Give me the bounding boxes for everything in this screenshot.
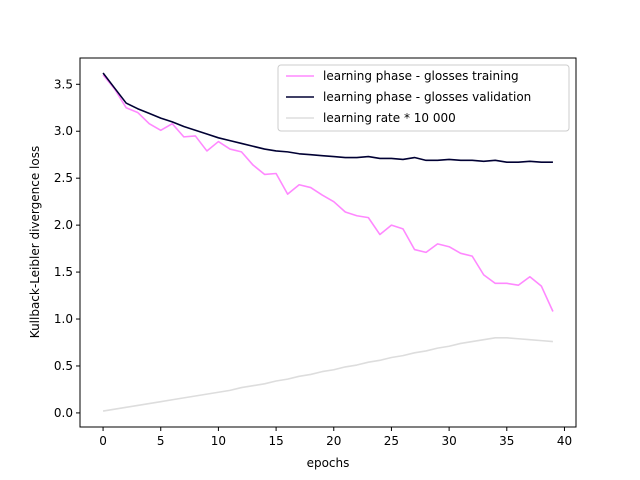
y-tick-label: 0.5 (54, 359, 73, 373)
x-tick-label: 20 (326, 434, 341, 448)
x-tick-label: 10 (211, 434, 226, 448)
series-line-2 (102, 72, 553, 164)
x-tick-label: 15 (268, 434, 283, 448)
series-line-3 (102, 336, 553, 412)
x-tick-label: 40 (557, 434, 572, 448)
legend-label-2: learning phase - glosses validation (323, 90, 531, 104)
y-tick-label: 0.0 (54, 406, 73, 420)
x-tick-label: 25 (384, 434, 399, 448)
legend-box (277, 64, 570, 132)
x-tick-label: 0 (99, 434, 107, 448)
y-axis-ticks: 0.0 0.5 1.0 1.5 2.0 2.5 3.0 3.5 (54, 77, 80, 420)
series-layer (102, 72, 554, 412)
x-tick-label: 30 (441, 434, 456, 448)
y-tick-label: 3.0 (54, 124, 73, 138)
x-axis-ticks: 0 5 10 15 20 25 30 35 40 (99, 427, 572, 448)
legend-label-3: learning rate * 10 000 (323, 111, 456, 125)
plot-frame (79, 57, 577, 428)
y-tick-label: 2.5 (54, 171, 73, 185)
y-axis-label: Kullback-Leibler divergence loss (28, 146, 42, 338)
series-line-1 (102, 74, 554, 312)
x-tick-label: 35 (499, 434, 514, 448)
y-tick-label: 1.5 (54, 265, 73, 279)
legend: learning phase - glosses training learnin… (277, 64, 570, 132)
y-tick-label: 3.5 (54, 77, 73, 91)
y-tick-label: 1.0 (54, 312, 73, 326)
legend-label-1: learning phase - glosses training (323, 69, 519, 83)
y-tick-label: 2.0 (54, 218, 73, 232)
x-tick-label: 5 (157, 434, 165, 448)
x-axis-label: epochs (307, 456, 350, 470)
